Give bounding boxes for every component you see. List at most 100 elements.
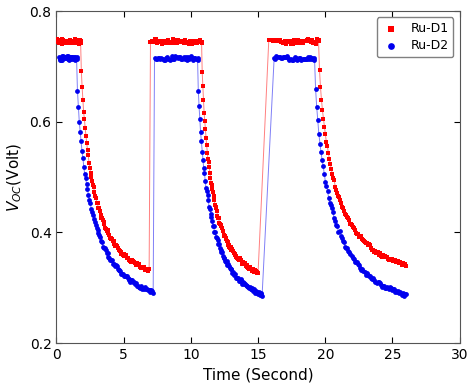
Ru-D2 bbox=[210, 223, 218, 229]
Ru-D1 bbox=[302, 38, 310, 44]
Ru-D1 bbox=[108, 236, 115, 242]
Ru-D1 bbox=[367, 245, 374, 251]
Ru-D1 bbox=[338, 204, 346, 210]
Ru-D2 bbox=[112, 262, 119, 268]
Ru-D1 bbox=[83, 140, 91, 146]
Ru-D1 bbox=[244, 262, 251, 268]
Ru-D1 bbox=[161, 38, 168, 45]
Ru-D1 bbox=[61, 39, 69, 45]
Ru-D2 bbox=[65, 57, 73, 63]
Ru-D2 bbox=[385, 286, 392, 293]
Ru-D2 bbox=[110, 262, 118, 268]
Ru-D1 bbox=[205, 159, 212, 165]
Ru-D2 bbox=[137, 285, 144, 291]
Ru-D1 bbox=[134, 262, 141, 268]
Ru-D1 bbox=[374, 249, 382, 255]
Ru-D1 bbox=[356, 233, 364, 239]
Ru-D2 bbox=[207, 211, 214, 217]
Ru-D2 bbox=[125, 276, 132, 282]
Ru-D1 bbox=[311, 40, 319, 47]
Ru-D1 bbox=[109, 238, 117, 244]
Ru-D2 bbox=[228, 269, 236, 275]
Ru-D1 bbox=[106, 234, 114, 241]
Ru-D1 bbox=[283, 38, 291, 45]
Ru-D2 bbox=[323, 183, 330, 189]
Ru-D1 bbox=[328, 171, 336, 177]
Ru-D1 bbox=[53, 39, 60, 45]
Ru-D1 bbox=[315, 37, 322, 43]
Ru-D1 bbox=[135, 261, 142, 267]
Ru-D1 bbox=[136, 264, 144, 270]
Ru-D1 bbox=[363, 239, 371, 246]
Ru-D1 bbox=[365, 241, 373, 248]
Ru-D2 bbox=[69, 55, 77, 62]
Ru-D1 bbox=[401, 260, 409, 267]
Ru-D1 bbox=[387, 256, 395, 262]
Ru-D1 bbox=[219, 228, 226, 234]
Ru-D1 bbox=[97, 212, 104, 218]
Ru-D2 bbox=[174, 55, 182, 62]
Ru-D1 bbox=[82, 132, 90, 139]
Ru-D1 bbox=[291, 39, 299, 45]
Ru-D1 bbox=[289, 40, 296, 47]
Ru-D2 bbox=[255, 289, 263, 295]
Ru-D1 bbox=[280, 40, 287, 47]
Ru-D2 bbox=[398, 292, 405, 298]
Ru-D1 bbox=[171, 38, 179, 44]
Ru-D1 bbox=[214, 215, 222, 221]
Ru-D1 bbox=[123, 255, 131, 262]
Ru-D2 bbox=[281, 54, 289, 60]
Ru-D2 bbox=[161, 57, 169, 63]
Ru-D1 bbox=[341, 211, 349, 217]
Ru-D1 bbox=[140, 264, 147, 270]
Ru-D1 bbox=[201, 110, 208, 116]
Ru-D2 bbox=[63, 55, 70, 62]
Ru-D1 bbox=[319, 116, 327, 122]
Ru-D2 bbox=[88, 209, 96, 215]
Ru-D1 bbox=[247, 266, 255, 272]
Ru-D1 bbox=[398, 262, 406, 268]
Ru-D2 bbox=[251, 289, 259, 296]
Ru-D1 bbox=[330, 177, 338, 184]
Ru-D1 bbox=[275, 37, 283, 43]
Ru-D1 bbox=[239, 258, 246, 265]
Ru-D2 bbox=[309, 55, 316, 62]
Ru-D2 bbox=[102, 247, 109, 253]
Ru-D2 bbox=[121, 273, 128, 279]
Ru-D2 bbox=[357, 267, 365, 273]
Ru-D1 bbox=[157, 39, 165, 45]
Ru-D2 bbox=[56, 57, 64, 63]
Ru-D2 bbox=[295, 55, 303, 61]
Ru-D2 bbox=[202, 185, 210, 191]
Ru-D1 bbox=[378, 253, 385, 259]
Ru-D2 bbox=[335, 229, 342, 235]
Ru-D2 bbox=[331, 218, 339, 224]
Ru-D1 bbox=[221, 233, 229, 239]
Ru-D1 bbox=[55, 40, 63, 46]
Ru-D1 bbox=[54, 37, 61, 43]
Ru-D2 bbox=[55, 54, 63, 60]
Ru-D2 bbox=[196, 116, 204, 123]
Ru-D2 bbox=[73, 54, 80, 60]
Ru-D2 bbox=[304, 54, 312, 60]
Ru-D2 bbox=[116, 267, 123, 273]
Ru-D1 bbox=[59, 37, 67, 43]
Ru-D2 bbox=[187, 53, 194, 59]
Ru-D1 bbox=[179, 38, 187, 45]
Ru-D2 bbox=[334, 223, 341, 230]
Ru-D2 bbox=[147, 287, 155, 293]
Ru-D1 bbox=[117, 249, 124, 255]
Ru-D1 bbox=[241, 260, 248, 266]
Ru-D2 bbox=[319, 157, 326, 163]
Ru-D1 bbox=[54, 38, 62, 44]
Ru-D2 bbox=[270, 55, 278, 61]
Ru-D1 bbox=[125, 257, 133, 263]
Ru-D1 bbox=[360, 237, 367, 244]
Ru-D2 bbox=[78, 148, 86, 154]
Ru-D2 bbox=[130, 279, 138, 285]
Ru-D2 bbox=[245, 284, 252, 290]
Ru-D2 bbox=[164, 55, 172, 62]
Ru-D1 bbox=[207, 180, 215, 186]
Ru-D1 bbox=[81, 116, 88, 122]
Ru-D1 bbox=[336, 194, 343, 200]
